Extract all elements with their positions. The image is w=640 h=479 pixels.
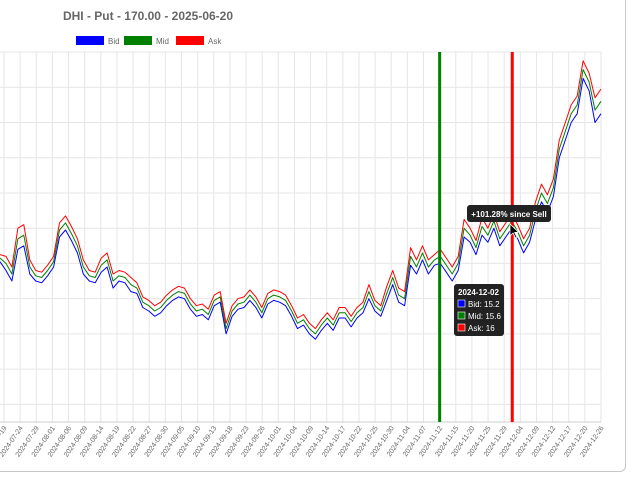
chart-title: DHI - Put - 170.00 - 2025-06-20 bbox=[63, 9, 233, 23]
legend[interactable]: Bid Mid Ask bbox=[76, 36, 222, 46]
grid bbox=[0, 51, 602, 423]
tooltip-swatch-ask bbox=[457, 323, 466, 332]
chart-panel: DHI - Put - 170.00 - 2025-06-20 Bid Mid … bbox=[0, 0, 626, 472]
tooltip-date: 2024-12-02 bbox=[458, 288, 499, 297]
legend-label-mid[interactable]: Mid bbox=[156, 37, 169, 46]
series-line-mid bbox=[0, 69, 602, 335]
tooltip-bid: Bid: 15.2 bbox=[468, 300, 500, 309]
legend-label-ask[interactable]: Ask bbox=[208, 37, 222, 46]
chart-svg: DHI - Put - 170.00 - 2025-06-20 Bid Mid … bbox=[0, 9, 606, 458]
tooltip-ask: Ask: 16 bbox=[468, 324, 495, 333]
markers bbox=[438, 52, 514, 422]
tooltip-mid: Mid: 15.6 bbox=[468, 312, 501, 321]
annotation-text: +101.28% since Sell bbox=[471, 210, 546, 219]
tooltip-box bbox=[454, 284, 504, 336]
since-sell-annotation: +101.28% since Sell bbox=[467, 205, 551, 222]
legend-swatch-bid[interactable] bbox=[76, 36, 104, 45]
legend-swatch-ask[interactable] bbox=[176, 36, 204, 45]
data-tooltip: 2024-12-02 Bid: 15.2 Mid: 15.6 Ask: 16 bbox=[454, 284, 504, 336]
tooltip-swatch-mid bbox=[457, 311, 466, 320]
annotation-box bbox=[467, 205, 551, 222]
x-axis-ticks: 2024-07-192024-07-242024-07-292024-08-01… bbox=[0, 425, 606, 458]
mouse-cursor-icon bbox=[509, 223, 520, 239]
series-lines bbox=[0, 60, 602, 340]
legend-label-bid[interactable]: Bid bbox=[108, 37, 120, 46]
legend-swatch-mid[interactable] bbox=[124, 36, 152, 45]
series-line-ask bbox=[0, 60, 602, 330]
tooltip-swatch-bid bbox=[457, 299, 466, 308]
series-line-bid bbox=[0, 77, 602, 340]
